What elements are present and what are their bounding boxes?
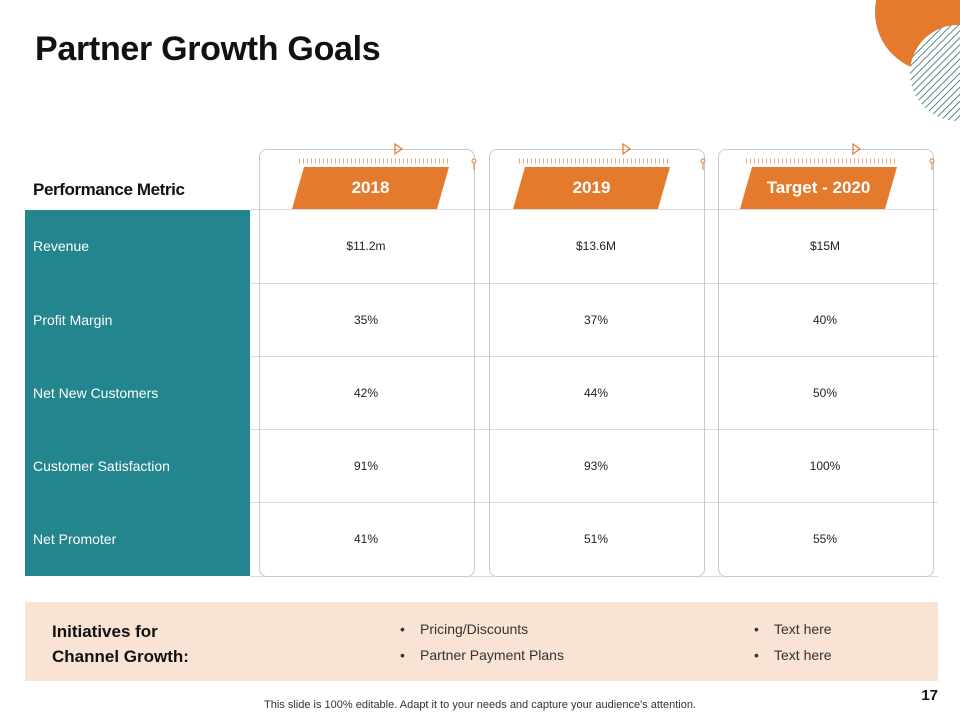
table-cell: 55% [812,532,838,546]
metric-header: Performance Metric [33,180,185,199]
column-header-target-2020: Target - 2020 [740,167,897,209]
table-cell: 44% [583,386,609,400]
list-item: • Text here [754,621,832,637]
row-divider [250,356,938,357]
row-divider [250,283,938,284]
metric-label-net-promoter: Net Promoter [33,531,117,547]
page-number: 17 [921,687,938,704]
row-divider [250,502,938,503]
decorative-circles [875,0,960,121]
table-cell: 42% [353,386,379,400]
list-item: • Text here [754,647,832,663]
metric-label-revenue: Revenue [33,238,90,254]
metric-label-customer-satisfaction: Customer Satisfaction [33,458,170,474]
footer-note: This slide is 100% editable. Adapt it to… [264,699,696,711]
column-header-ornament [746,142,935,170]
bullet-icon: • [400,647,405,663]
column-header-ornament [519,142,706,170]
bullet-icon: • [754,621,759,637]
table-cell: 50% [812,386,838,400]
hatched-circle [910,25,960,121]
table-cell: 35% [353,313,379,327]
column-box-2019 [489,149,705,577]
column-header-2018: 2018 [292,167,449,209]
table-cell: 41% [353,532,379,546]
table-cell: 91% [353,459,379,473]
column-box-target-2020 [718,149,934,577]
table-cell: 93% [583,459,609,473]
table-cell: 100% [809,459,841,473]
column-header-ornament [299,142,477,170]
list-item: • Partner Payment Plans [400,647,564,663]
bullet-icon: • [754,647,759,663]
table-cell: 51% [583,532,609,546]
bullet-icon: • [400,621,405,637]
page-title: Partner Growth Goals [35,30,381,68]
row-divider [250,209,938,210]
metric-column-background [25,210,250,576]
table-cell: 40% [812,313,838,327]
table-cell: 37% [583,313,609,327]
table-cell: $13.6M [575,239,617,253]
table-cell: $15M [809,239,841,253]
column-header-2019: 2019 [513,167,670,209]
metric-label-net-new-customers: Net New Customers [33,385,159,401]
initiatives-title: Initiatives for Channel Growth: [52,622,189,666]
orange-circle [875,0,960,72]
column-box-2018 [259,149,475,577]
metric-label-profit-margin: Profit Margin [33,312,113,328]
row-divider [250,429,938,430]
initiatives-panel [25,602,938,681]
list-item: • Pricing/Discounts [400,621,529,637]
table-cell: $11.2m [346,239,386,253]
